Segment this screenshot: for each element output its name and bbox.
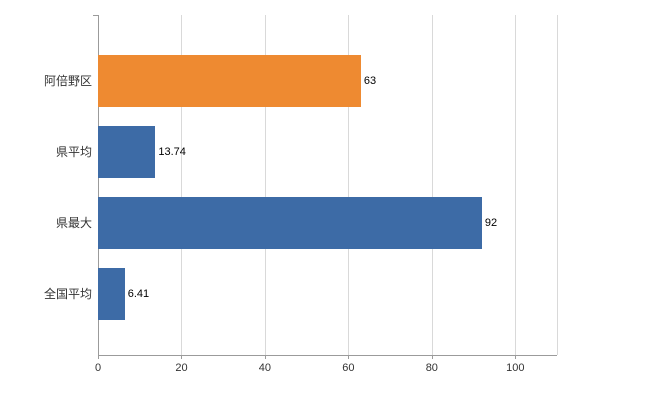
- y-axis-line: [98, 15, 99, 355]
- bar-value-label: 6.41: [127, 287, 150, 300]
- x-tick-label: 100: [506, 362, 525, 374]
- category-label: 県平均: [55, 145, 92, 159]
- x-tick-label: 20: [175, 362, 188, 374]
- bar-value-label: 63: [363, 74, 377, 87]
- x-tick-label: 80: [425, 362, 438, 374]
- bar-row: 阿倍野区 63: [44, 45, 557, 116]
- category-label: 県最大: [55, 216, 92, 230]
- bar: [98, 267, 125, 320]
- x-tick-label: 60: [342, 362, 355, 374]
- bar-row: 県平均 13.74: [56, 116, 557, 187]
- gridline: [264, 15, 266, 355]
- bar: [98, 54, 361, 107]
- x-tick-label: 0: [94, 362, 102, 374]
- gridline: [181, 15, 183, 355]
- x-tick-mark: [431, 355, 433, 359]
- gridline: [515, 15, 517, 355]
- category-label: 全国平均: [43, 287, 92, 301]
- bar-row: 全国平均 6.41: [44, 258, 557, 329]
- plot-area: 阿倍野区 63 県平均 13.74 県最大 92 全国平均 6.41: [44, 15, 558, 356]
- bar: [98, 125, 156, 178]
- y-axis-top-tick: [93, 15, 98, 16]
- x-tick-mark: [348, 355, 350, 359]
- category-label: 阿倍野区: [43, 74, 92, 88]
- x-tick-mark: [515, 355, 517, 359]
- bar-value-label: 92: [484, 216, 498, 229]
- gridline: [348, 15, 350, 355]
- gridline: [557, 15, 558, 355]
- bars-container: 阿倍野区 63 県平均 13.74 県最大 92 全国平均 6.41: [44, 45, 557, 329]
- bar-value-label: 13.74: [158, 145, 186, 158]
- gridline: [431, 15, 433, 355]
- bar: [98, 196, 482, 249]
- x-axis-line: [98, 355, 557, 356]
- x-tick-mark: [264, 355, 266, 359]
- x-tick-mark: [98, 355, 99, 359]
- x-tick-mark: [181, 355, 183, 359]
- x-tick-label: 40: [258, 362, 272, 374]
- bar-row: 県最大 92: [56, 187, 557, 258]
